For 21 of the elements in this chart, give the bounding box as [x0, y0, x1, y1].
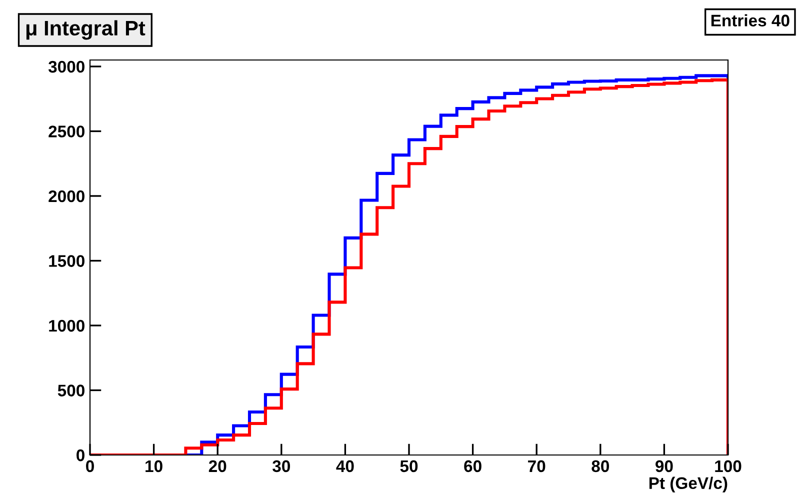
x-tick-label: 100	[715, 460, 742, 472]
x-tick-label: 90	[656, 460, 673, 472]
y-tick-label: 1000	[49, 320, 84, 332]
x-tick-label: 0	[86, 460, 94, 472]
x-tick-label: 70	[528, 460, 546, 472]
chart-title: μ Integral Pt	[26, 20, 146, 40]
text: Entries 40	[711, 14, 790, 26]
x-tick-label: 10	[146, 460, 162, 472]
x-tick-label: 50	[400, 460, 418, 472]
x-tick-label: 40	[336, 460, 354, 472]
x-tick-label: 60	[464, 460, 482, 472]
y-tick-label: 2000	[48, 190, 84, 202]
y-tick-label: 500	[58, 384, 84, 396]
x-axis-title: Pt (GeV/c)	[649, 476, 728, 492]
y-tick-label: 3000	[48, 60, 84, 73]
y-tick-label: 0	[76, 449, 84, 462]
y-tick-label: 1500	[49, 255, 84, 267]
y-tick-label: 2500	[48, 126, 84, 138]
x-tick-label: 20	[208, 460, 226, 472]
x-tick-label: 30	[272, 460, 290, 472]
x-tick-label: 80	[592, 460, 609, 472]
